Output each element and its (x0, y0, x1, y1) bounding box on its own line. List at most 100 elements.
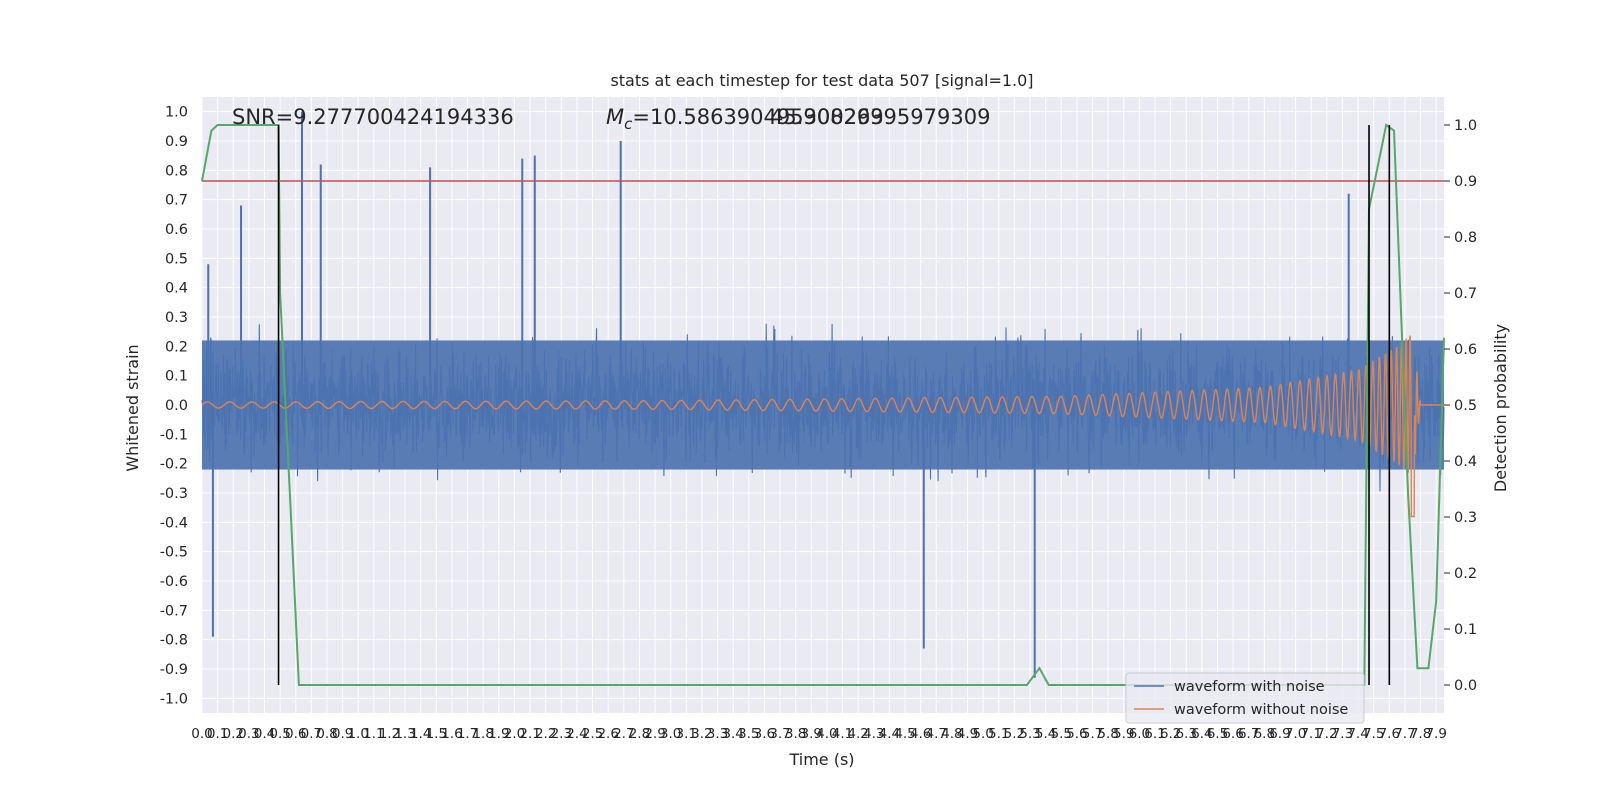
x-tick-label: 3.0 (660, 726, 681, 742)
x-tick-label: 0.0 (191, 726, 212, 742)
x-tick-label: 0.6 (285, 726, 306, 742)
y-tick-label-left: 0.1 (165, 369, 188, 385)
y-axis-label-left: Whitened strain (123, 344, 142, 471)
y-tick-label-left: -0.2 (160, 457, 188, 473)
x-tick-label: 6.3 (1175, 726, 1196, 742)
x-tick-label: 7.3 (1332, 726, 1353, 742)
y-tick-label-left: -0.7 (160, 603, 188, 619)
snr-annotation: SNR=9.277700424194336 (232, 105, 514, 129)
y-tick-label-left: -0.8 (160, 633, 188, 649)
x-tick-label: 0.1 (207, 726, 228, 742)
x-tick-label: 3.5 (738, 726, 759, 742)
x-tick-label: 2.4 (566, 726, 587, 742)
x-tick-label: 5.0 (972, 726, 993, 742)
x-tick-label: 4.4 (879, 726, 900, 742)
x-tick-label: 7.7 (1394, 726, 1415, 742)
x-tick-label: 5.7 (1082, 726, 1103, 742)
x-tick-label: 5.8 (1097, 726, 1118, 742)
x-tick-label: 6.4 (1191, 726, 1212, 742)
x-axis-ticks: 0.00.10.20.30.40.50.60.70.80.91.01.11.21… (191, 726, 1447, 742)
x-tick-label: 7.8 (1410, 726, 1431, 742)
x-tick-label: 3.2 (691, 726, 712, 742)
x-tick-label: 0.8 (316, 726, 337, 742)
y-tick-label-left: 0.7 (165, 193, 188, 209)
x-tick-label: 6.7 (1238, 726, 1259, 742)
x-tick-label: 1.5 (426, 726, 447, 742)
x-tick-label: 5.6 (1066, 726, 1087, 742)
x-tick-label: 2.9 (644, 726, 665, 742)
x-tick-label: 1.0 (347, 726, 368, 742)
x-tick-label: 2.8 (629, 726, 650, 742)
x-tick-label: 4.0 (816, 726, 837, 742)
y-tick-label-left: 0.8 (165, 163, 188, 179)
x-tick-label: 0.7 (301, 726, 322, 742)
x-tick-label: 1.2 (379, 726, 400, 742)
y-tick-label-left: -1.0 (160, 691, 188, 707)
x-tick-label: 1.1 (363, 726, 384, 742)
y-tick-label-left: 1.0 (165, 105, 188, 121)
series-waveform-without-noise (201, 335, 1444, 518)
y-tick-label-left: -0.3 (160, 486, 188, 502)
x-tick-label: 3.8 (785, 726, 806, 742)
x-tick-label: 3.9 (801, 726, 822, 742)
x-tick-label: 1.7 (457, 726, 478, 742)
y-axis-right-ticks: 1.0 0.9 0.8 0.7 0.6 0.5 0.4 0.3 0.2 0.1 0.0 (1444, 118, 1477, 694)
y-tick-label-left: -0.4 (160, 515, 188, 531)
y-axis-left-ticks: 1.0 0.9 0.8 0.7 0.6 0.5 0.4 0.3 0.2 0.1 0.0 -0.1 -0.… (160, 105, 188, 708)
chirp-mass-overlap-annotation: 45.90826995979309 (770, 105, 990, 129)
x-tick-label: 5.1 (988, 726, 1009, 742)
y-tick-label-left: -0.1 (160, 427, 188, 443)
y-tick-label-left: 0.4 (165, 281, 188, 297)
y-tick-label-right: 1.0 (1454, 118, 1477, 134)
x-tick-label: 2.0 (504, 726, 525, 742)
x-tick-label: 3.1 (676, 726, 697, 742)
legend-label-noise: waveform with noise (1174, 679, 1325, 695)
x-tick-label: 5.5 (1051, 726, 1072, 742)
y-tick-label-right: 0.7 (1454, 286, 1477, 302)
x-tick-label: 6.9 (1269, 726, 1290, 742)
chirp-mass-symbol: M (606, 105, 624, 129)
x-tick-label: 1.4 (410, 726, 431, 742)
y-tick-label-right: 0.3 (1454, 510, 1477, 526)
x-tick-label: 7.5 (1363, 726, 1384, 742)
x-tick-label: 1.3 (394, 726, 415, 742)
x-tick-label: 4.8 (941, 726, 962, 742)
x-tick-label: 0.4 (254, 726, 275, 742)
chirp-mass-annotation: Mc=10.586390495300293 (606, 105, 884, 133)
y-tick-label-left: 0.0 (165, 398, 188, 414)
x-tick-label: 2.5 (582, 726, 603, 742)
x-tick-label: 0.5 (269, 726, 290, 742)
y-tick-label-left: 0.6 (165, 222, 188, 238)
plot-area (201, 97, 1445, 713)
x-tick-label: 7.9 (1425, 726, 1446, 742)
y-tick-label-left: -0.5 (160, 545, 188, 561)
x-tick-label: 7.4 (1347, 726, 1368, 742)
y-tick-label-right: 0.9 (1454, 174, 1477, 190)
x-tick-label: 6.1 (1144, 726, 1165, 742)
x-axis-label: Time (s) (788, 750, 854, 769)
chirp-mass-value: =10.586390495300293 (632, 105, 883, 129)
x-tick-label: 2.2 (535, 726, 556, 742)
x-tick-label: 4.2 (847, 726, 868, 742)
x-tick-label: 6.5 (1207, 726, 1228, 742)
x-tick-label: 5.4 (1035, 726, 1056, 742)
y-axis-label-right: Detection probability (1491, 324, 1510, 492)
y-tick-label-left: 0.5 (165, 251, 188, 267)
x-tick-label: 0.2 (223, 726, 244, 742)
legend-box (1125, 672, 1365, 724)
x-tick-label: 1.9 (488, 726, 509, 742)
x-tick-label: 3.3 (707, 726, 728, 742)
x-tick-label: 7.1 (1300, 726, 1321, 742)
y-tick-label-left: 0.3 (165, 310, 188, 326)
x-tick-label: 5.9 (1113, 726, 1134, 742)
x-tick-label: 4.3 (863, 726, 884, 742)
x-tick-label: 2.3 (551, 726, 572, 742)
x-tick-label: 7.0 (1285, 726, 1306, 742)
x-tick-label: 5.2 (1004, 726, 1025, 742)
y-tick-label-left: 0.9 (165, 134, 188, 150)
x-tick-label: 3.4 (722, 726, 743, 742)
x-tick-label: 1.8 (472, 726, 493, 742)
y-tick-label-left: 0.2 (165, 339, 188, 355)
y-tick-label-right: 0.8 (1454, 230, 1477, 246)
